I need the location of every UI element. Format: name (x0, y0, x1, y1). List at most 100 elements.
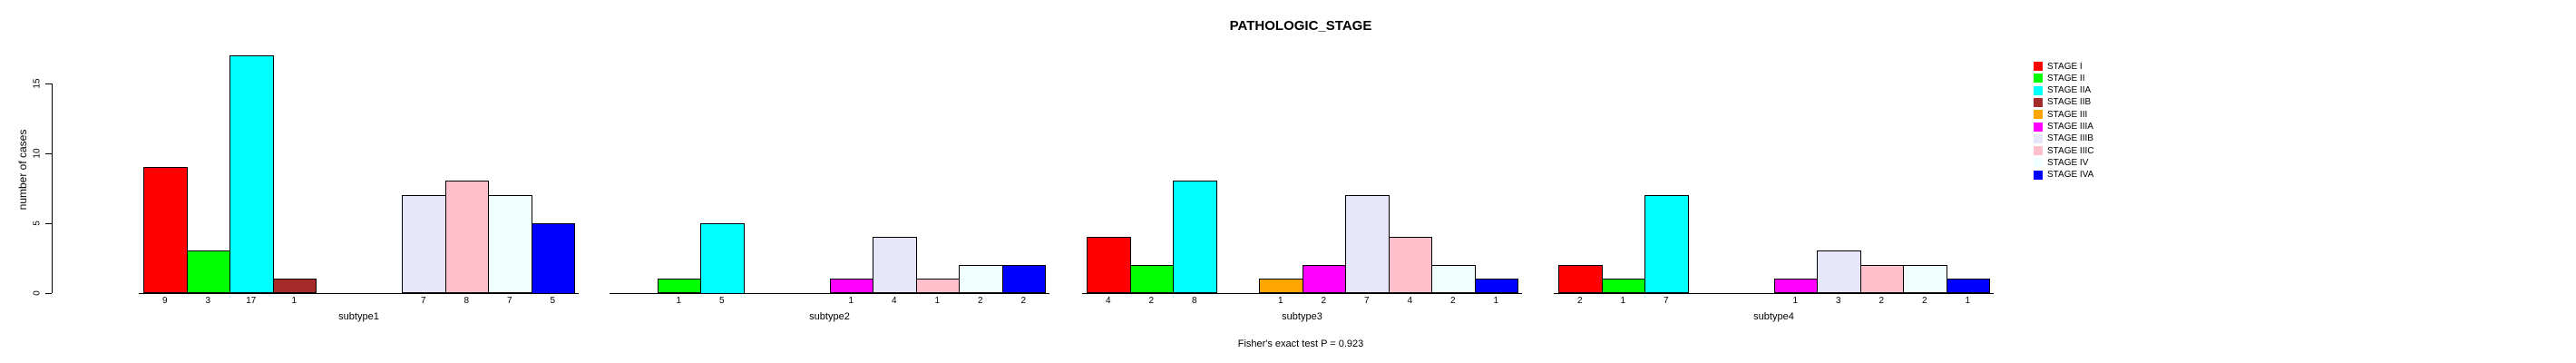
bar (272, 279, 317, 294)
bar-count-label: 2 (1576, 296, 1583, 306)
bar-count-label: 8 (463, 296, 470, 306)
legend-color-swatch (2034, 85, 2043, 95)
bar (1259, 279, 1303, 294)
y-tick-mark (45, 292, 52, 294)
legend-label: STAGE I (2047, 61, 2083, 72)
bar (143, 166, 188, 294)
bar (873, 236, 917, 294)
bar (1345, 194, 1390, 294)
legend-color-swatch (2034, 62, 2043, 71)
bar (1474, 279, 1518, 294)
bar-count-label: 5 (718, 296, 725, 306)
bar-count-label: 1 (848, 296, 854, 306)
bar (1903, 264, 1947, 294)
y-axis-label: number of cases (16, 129, 29, 211)
bar-count-label: 2 (1921, 296, 1927, 306)
bar (1601, 279, 1645, 294)
legend-color-swatch (2034, 170, 2043, 180)
bar-count-label: 1 (1277, 296, 1283, 306)
bar-count-label: 4 (1105, 296, 1111, 306)
bar-count-label: 1 (291, 296, 298, 306)
bar-count-label: 3 (205, 296, 211, 306)
legend-item: STAGE IV (2034, 157, 2088, 169)
bar (488, 194, 532, 294)
bar (829, 279, 873, 294)
bar-count-label: 7 (420, 296, 426, 306)
legend-label: STAGE IIIA (2047, 122, 2093, 132)
bar (1859, 264, 1904, 294)
group-baseline (139, 292, 579, 294)
bar-count-label: 1 (934, 296, 941, 306)
bar-count-label: 7 (506, 296, 512, 306)
legend-item: STAGE I (2034, 61, 2083, 73)
bar (229, 54, 274, 294)
bar (1087, 236, 1131, 294)
legend-color-swatch (2034, 133, 2043, 143)
bar (657, 279, 701, 294)
bar-count-label: 2 (1449, 296, 1456, 306)
bar (1302, 264, 1346, 294)
bar-count-label: 4 (1407, 296, 1413, 306)
legend-color-swatch (2034, 158, 2043, 168)
bar (531, 222, 575, 294)
legend-label: STAGE IIIC (2047, 145, 2094, 156)
legend-label: STAGE II (2047, 73, 2085, 83)
bar (402, 194, 446, 294)
bar-count-label: 2 (977, 296, 983, 306)
legend-color-swatch (2034, 122, 2043, 132)
y-axis-line (52, 83, 53, 293)
bar-count-label: 1 (1792, 296, 1799, 306)
legend-item: STAGE IIB (2034, 96, 2091, 108)
y-tick-label: 10 (32, 147, 43, 159)
bar (915, 279, 960, 294)
legend-item: STAGE II (2034, 73, 2085, 84)
bar (186, 250, 230, 294)
bar (1558, 264, 1603, 294)
bar (1946, 279, 1990, 294)
bar (700, 222, 745, 294)
group-label: subtype1 (338, 311, 379, 322)
bar (1644, 194, 1689, 294)
bar (1388, 236, 1432, 294)
bar-count-label: 4 (891, 296, 897, 306)
legend-color-swatch (2034, 97, 2043, 107)
legend-item: STAGE IIIC (2034, 145, 2094, 157)
legend-item: STAGE III (2034, 109, 2087, 121)
legend-item: STAGE IIA (2034, 84, 2091, 96)
group-label: subtype3 (1282, 311, 1322, 322)
legend-item: STAGE IVA (2034, 169, 2093, 181)
legend-item: STAGE IIIB (2034, 132, 2093, 144)
bar-count-label: 17 (246, 296, 257, 306)
bar-count-label: 2 (1148, 296, 1155, 306)
group-label: subtype4 (1753, 311, 1794, 322)
bar-count-label: 2 (1321, 296, 1327, 306)
y-tick-label: 15 (32, 77, 43, 89)
bar-count-label: 7 (1663, 296, 1669, 306)
chart-title: PATHOLOGIC_STAGE (1229, 18, 1372, 34)
bar-count-label: 2 (1878, 296, 1885, 306)
legend-color-swatch (2034, 146, 2043, 156)
bar (1173, 181, 1217, 294)
y-tick-label: 0 (32, 289, 43, 296)
y-tick-label: 5 (32, 220, 43, 226)
bar (444, 181, 489, 294)
group-label: subtype2 (809, 311, 850, 322)
bar (1001, 264, 1046, 294)
legend-label: STAGE IIIB (2047, 133, 2093, 144)
y-tick-mark (45, 222, 52, 224)
bar (959, 264, 1003, 294)
bar-count-label: 9 (161, 296, 168, 306)
legend-item: STAGE IIIA (2034, 121, 2093, 132)
y-tick-mark (45, 83, 52, 84)
legend-color-swatch (2034, 74, 2043, 83)
y-tick-mark (45, 152, 52, 154)
bar-count-label: 8 (1191, 296, 1197, 306)
bar (1773, 279, 1818, 294)
bar-count-label: 1 (1965, 296, 1971, 306)
bar-count-label: 7 (1363, 296, 1370, 306)
bar (1129, 264, 1174, 294)
legend-label: STAGE IV (2047, 157, 2089, 168)
bar-count-label: 2 (1020, 296, 1027, 306)
bar (1431, 264, 1476, 294)
